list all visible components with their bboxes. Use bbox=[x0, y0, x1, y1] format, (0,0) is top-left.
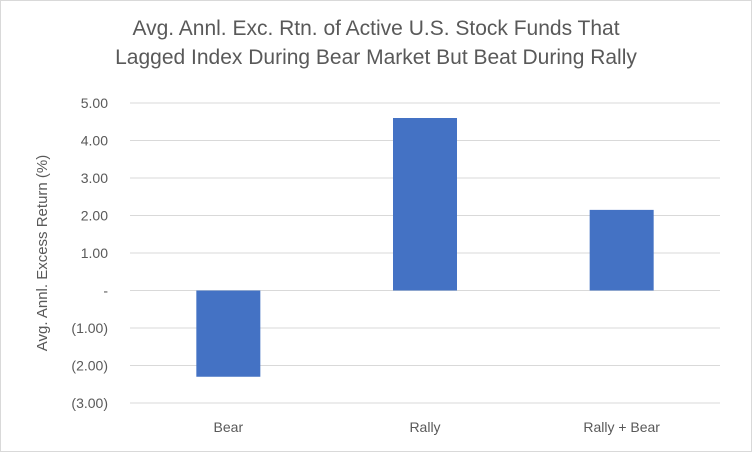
bar bbox=[589, 209, 654, 291]
bars bbox=[196, 118, 654, 377]
x-tick-label: Rally bbox=[409, 419, 440, 435]
y-tick-label: 4.00 bbox=[81, 133, 108, 149]
y-tick-label: 1.00 bbox=[81, 245, 108, 261]
x-tick-label: Bear bbox=[214, 419, 244, 435]
y-tick-label: - bbox=[103, 283, 108, 299]
y-tick-label: 2.00 bbox=[81, 208, 108, 224]
x-tick-label: Rally + Bear bbox=[583, 419, 660, 435]
y-tick-label: (1.00) bbox=[71, 320, 108, 336]
chart-title: Avg. Annl. Exc. Rtn. of Active U.S. Stoc… bbox=[0, 14, 752, 72]
chart-title-line-1: Avg. Annl. Exc. Rtn. of Active U.S. Stoc… bbox=[132, 17, 620, 40]
y-tick-label: (3.00) bbox=[71, 395, 108, 411]
y-axis-ticks: 5.00 4.00 3.00 2.00 1.00 - (1.00) (2.00) (3.00) bbox=[71, 95, 108, 411]
y-tick-label: 5.00 bbox=[81, 95, 108, 111]
x-axis-ticks: Bear Rally Rally + Bear bbox=[214, 419, 661, 435]
bar bbox=[393, 118, 457, 291]
bar bbox=[196, 290, 261, 377]
y-axis-title: Avg. Annl. Excess Return (%) bbox=[34, 155, 51, 351]
y-tick-label: 3.00 bbox=[81, 170, 108, 186]
chart-title-line-2: Lagged Index During Bear Market But Beat… bbox=[115, 46, 637, 69]
y-tick-label: (2.00) bbox=[71, 358, 108, 374]
